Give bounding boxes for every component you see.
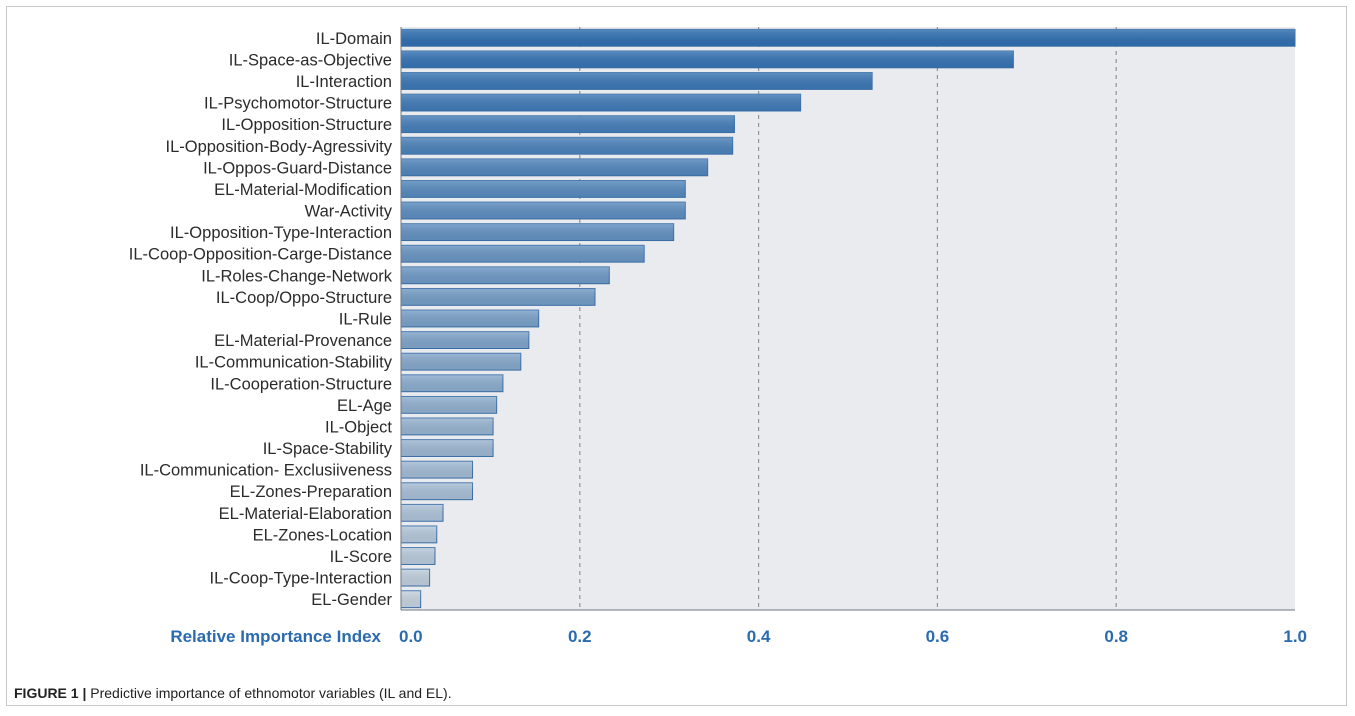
category-label: War-Activity: [305, 203, 393, 221]
category-label: IL-Communication-Stability: [195, 354, 393, 372]
bar-shading: [401, 115, 735, 133]
category-label: IL-Space-as-Objective: [229, 51, 392, 69]
bar-shading: [401, 331, 529, 349]
figure-caption: FIGURE 1 | Predictive importance of ethn…: [14, 685, 452, 701]
x-tick-label: 0.0: [399, 627, 423, 646]
category-label: IL-Score: [330, 548, 392, 566]
bar-shading: [401, 223, 674, 241]
bar-shading: [401, 29, 1295, 47]
category-label: EL-Age: [337, 397, 392, 415]
bar-shading: [401, 396, 497, 414]
x-tick-label: 0.6: [926, 627, 950, 646]
x-tick-label: 1.0: [1283, 627, 1307, 646]
category-label: IL-Opposition-Structure: [221, 116, 392, 134]
category-label: IL-Opposition-Type-Interaction: [170, 224, 392, 242]
category-label: IL-Opposition-Body-Agressivity: [165, 138, 392, 156]
bar-shading: [401, 569, 430, 587]
bar-shading: [401, 158, 708, 176]
category-label: IL-Coop-Opposition-Carge-Distance: [129, 246, 392, 264]
x-tick-label: 0.4: [747, 627, 771, 646]
category-label: IL-Coop-Type-Interaction: [209, 570, 392, 588]
category-label: IL-Rule: [339, 311, 392, 329]
x-tick-label: 0.8: [1104, 627, 1128, 646]
bar-shading: [401, 72, 873, 90]
bar-shading: [401, 374, 503, 392]
category-label: EL-Material-Modification: [214, 181, 392, 199]
category-label: EL-Gender: [311, 591, 392, 609]
bar-shading: [401, 137, 733, 155]
x-axis-title: Relative Importance Index: [170, 627, 381, 646]
category-label: IL-Cooperation-Structure: [210, 375, 392, 393]
bar-shading: [401, 94, 801, 111]
caption-text: Predictive importance of ethnomotor vari…: [90, 685, 452, 701]
category-label: EL-Material-Provenance: [214, 332, 392, 350]
bar-shading: [401, 482, 473, 500]
category-label: IL-Roles-Change-Network: [201, 267, 392, 285]
bar-shading: [401, 288, 595, 306]
bar-shading: [401, 50, 1014, 68]
bar-shading: [401, 526, 437, 543]
x-tick-labels: 0.0 0.2 0.4 0.6 0.8 1.0: [399, 627, 1307, 646]
category-label: EL-Zones-Preparation: [230, 483, 392, 501]
caption-label: FIGURE 1 |: [14, 685, 87, 701]
bar-shading: [401, 418, 494, 435]
figure-frame: [6, 6, 1347, 706]
category-label: IL-Oppos-Guard-Distance: [203, 159, 392, 177]
category-label: EL-Zones-Location: [253, 526, 392, 544]
bar-shading: [401, 504, 444, 522]
bar-shading: [401, 202, 686, 219]
bar-shading: [401, 547, 435, 565]
x-tick-label: 0.2: [568, 627, 592, 646]
bar-shading: [401, 180, 686, 198]
category-label: IL-Object: [325, 418, 392, 436]
category-labels: IL-Domain IL-Space-as-Objective IL-Interac…: [129, 30, 393, 609]
bar-shading: [401, 245, 645, 263]
bar-shading: [401, 310, 539, 327]
category-label: IL-Psychomotor-Structure: [204, 95, 392, 113]
category-label: IL-Communication- Exclusiiveness: [140, 462, 392, 480]
bar-shading: [401, 439, 494, 457]
category-label: IL-Coop/Oppo-Structure: [216, 289, 392, 307]
category-label: IL-Interaction: [296, 73, 392, 91]
bar-shading: [401, 461, 473, 479]
bar-chart: IL-Domain IL-Space-as-Objective IL-Interac…: [129, 27, 1307, 646]
bar-shading: [401, 353, 521, 371]
category-label: EL-Material-Elaboration: [219, 505, 392, 523]
category-label: IL-Space-Stability: [263, 440, 393, 458]
category-label: IL-Domain: [316, 30, 392, 48]
bar-shading: [401, 266, 610, 284]
bar-shading: [401, 590, 421, 608]
